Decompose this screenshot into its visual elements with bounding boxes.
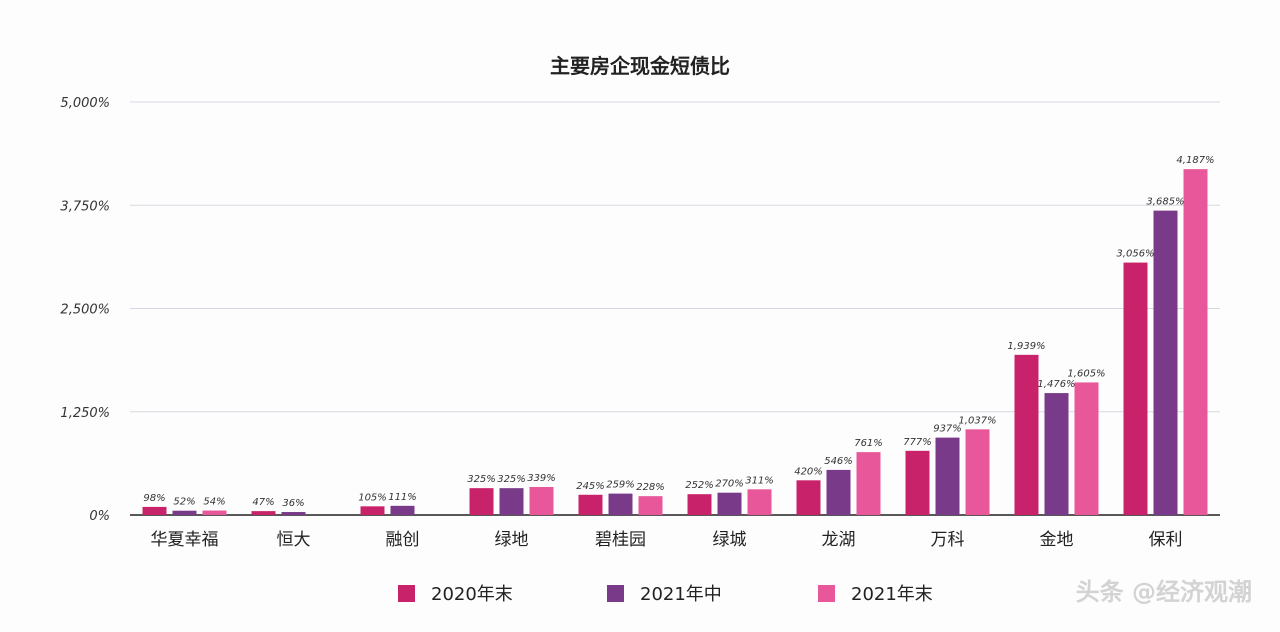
bar [717,492,742,515]
data-label: 325% [497,474,526,485]
data-label: 52% [173,497,195,508]
bar [529,486,554,515]
bar [687,494,712,515]
legend-swatch [398,584,415,602]
data-label: 47% [252,497,274,508]
legend-swatch [818,584,835,602]
data-label: 339% [527,473,556,484]
y-tick-label: 5,000% [60,96,110,111]
legend-swatch [607,584,624,602]
y-tick-label: 2,500% [60,303,110,318]
data-label: 761% [854,438,883,449]
bar [1153,210,1178,515]
data-label: 54% [203,497,225,508]
data-label: 1,939% [1007,341,1045,352]
legend-item: 2020年末 [398,580,513,606]
legend-label: 2020年末 [431,584,513,605]
bar [1044,393,1069,515]
x-tick-label: 金地 [1040,530,1074,550]
data-label: 325% [467,474,496,485]
bar [202,510,227,515]
bar [796,480,821,515]
data-label: 937% [933,424,962,435]
data-label: 311% [745,475,774,486]
bar [608,493,633,515]
chart-title: 主要房企现金短债比 [550,54,730,78]
bar [469,488,494,515]
bar [1123,262,1148,515]
legend-label: 2021年末 [851,584,933,605]
data-label: 777% [903,437,932,448]
bar [390,505,415,515]
data-label: 259% [606,480,635,491]
legend-item: 2021年中 [607,580,722,606]
x-tick-label: 恒大 [277,530,311,550]
data-label: 1,476% [1037,379,1075,390]
bar [856,452,881,515]
watermark: 头条 @经济观潮 [1075,578,1252,606]
data-label: 546% [824,456,853,467]
data-label: 36% [282,498,304,509]
data-label: 245% [576,481,605,492]
bar [251,511,276,515]
data-label: 1,605% [1067,368,1105,379]
bar [281,512,306,515]
bar [965,429,990,515]
bar [172,510,197,515]
data-label: 270% [715,479,744,490]
bar [935,437,960,515]
bar [142,506,167,515]
x-tick-label: 绿地 [495,530,529,550]
x-tick-label: 华夏幸福 [151,530,219,550]
x-tick-label: 保利 [1149,530,1183,550]
bar [826,469,851,515]
data-label: 252% [685,480,714,491]
data-label: 420% [794,466,823,477]
bar [638,496,663,515]
data-label: 3,685% [1146,197,1184,208]
data-label: 1,037% [958,415,996,426]
data-label: 3,056% [1116,249,1154,260]
y-tick-label: 0% [89,509,110,524]
data-label: 105% [358,492,387,503]
data-label: 228% [636,482,665,493]
x-tick-label: 融创 [386,530,420,550]
bar [1014,354,1039,515]
x-tick-label: 绿城 [713,530,747,550]
bar [747,489,772,515]
x-tick-label: 碧桂园 [595,530,646,550]
legend-label: 2021年中 [640,584,722,605]
y-tick-label: 1,250% [60,406,110,421]
data-label: 98% [143,493,165,504]
bar [360,506,385,515]
bar [499,488,524,515]
y-tick-label: 3,750% [60,199,110,214]
legend-item: 2021年末 [818,580,933,606]
data-label: 111% [388,492,417,503]
bar [1183,169,1208,515]
bar [905,450,930,515]
data-label: 4,187% [1176,155,1214,166]
bar [1074,382,1099,515]
bar [578,494,603,515]
x-tick-label: 万科 [931,530,965,550]
x-tick-label: 龙湖 [822,530,856,550]
